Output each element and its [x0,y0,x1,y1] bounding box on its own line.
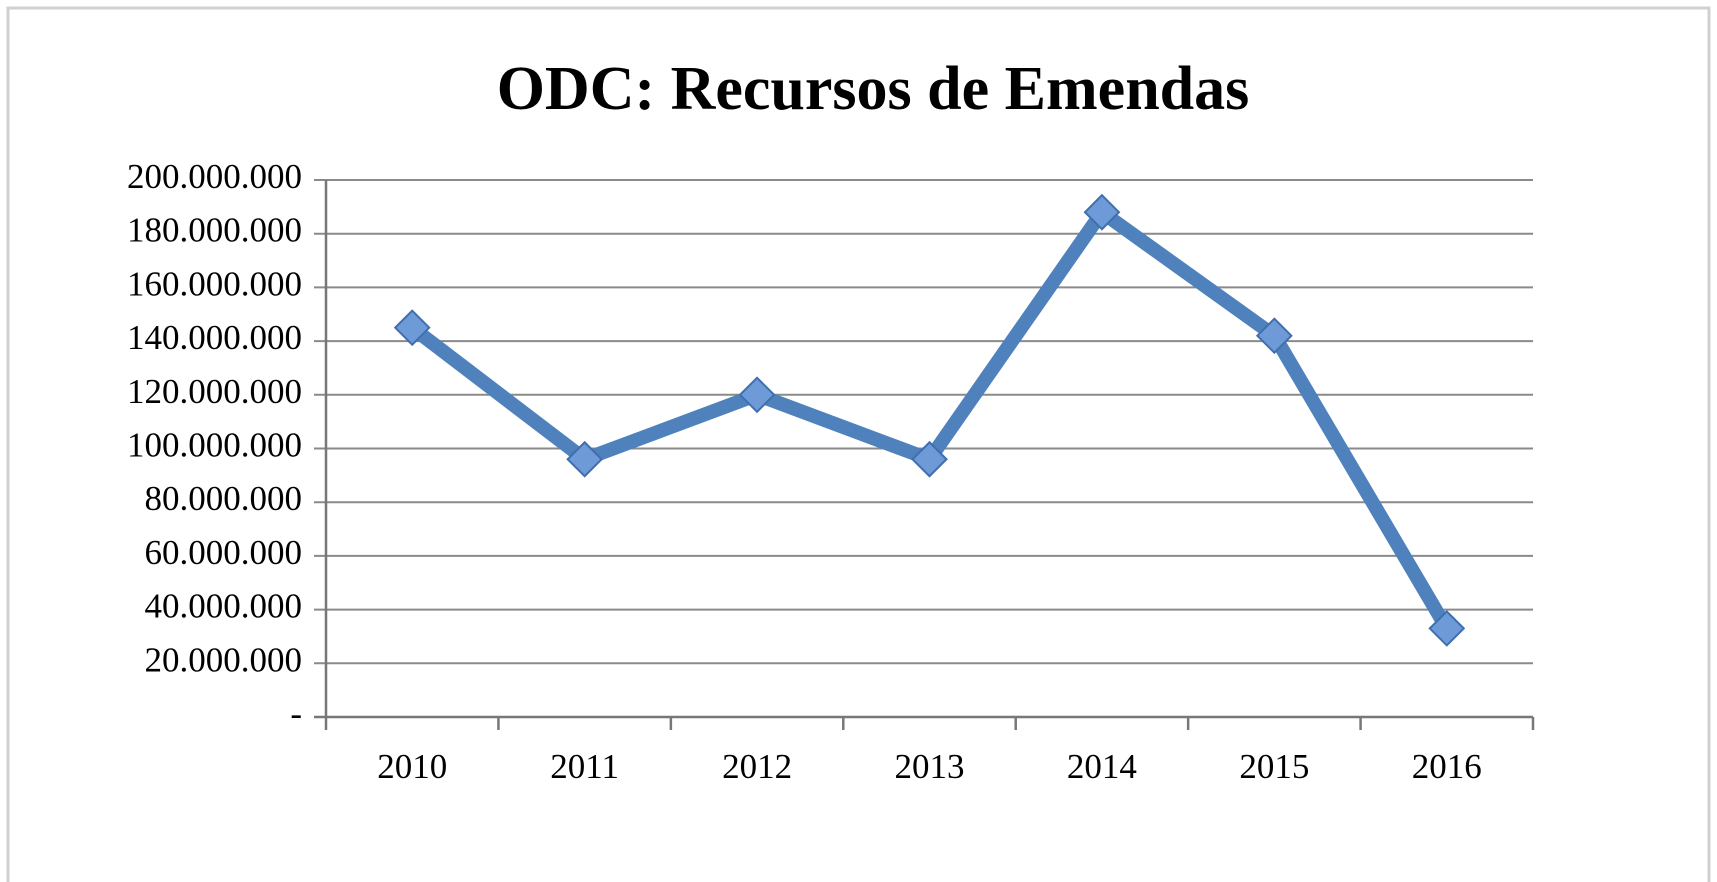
x-tick-label: 2013 [895,747,965,786]
y-tick-label: 180.000.000 [127,211,302,250]
x-tick-label: 2016 [1412,747,1482,786]
data-point [1428,609,1466,647]
y-tick-label: 20.000.000 [145,640,303,679]
y-tick-label: 80.000.000 [145,479,303,518]
data-point [566,440,604,478]
y-tick-label: 200.000.000 [127,157,302,196]
y-tick-label: 60.000.000 [145,533,303,572]
data-point [1255,317,1293,355]
data-point [911,440,948,478]
y-tick-label: 100.000.000 [127,426,302,465]
x-tick-label: 2011 [550,747,619,786]
data-point [738,376,776,414]
x-tick-label: 2012 [722,747,792,786]
y-tick-label: 160.000.000 [127,264,302,303]
y-tick-label: 40.000.000 [145,587,303,626]
chart-frame [6,6,1711,882]
x-tick-label: 2010 [377,747,447,786]
y-tick-label: 140.000.000 [127,318,302,357]
y-tick-label: - [290,694,302,733]
x-tick-label: 2015 [1239,747,1309,786]
data-point [393,309,431,347]
y-tick-label: 120.000.000 [127,372,302,411]
chart-title: ODC: Recursos de Emendas [497,55,1250,123]
x-tick-label: 2014 [1067,747,1137,786]
data-point [1083,193,1121,231]
